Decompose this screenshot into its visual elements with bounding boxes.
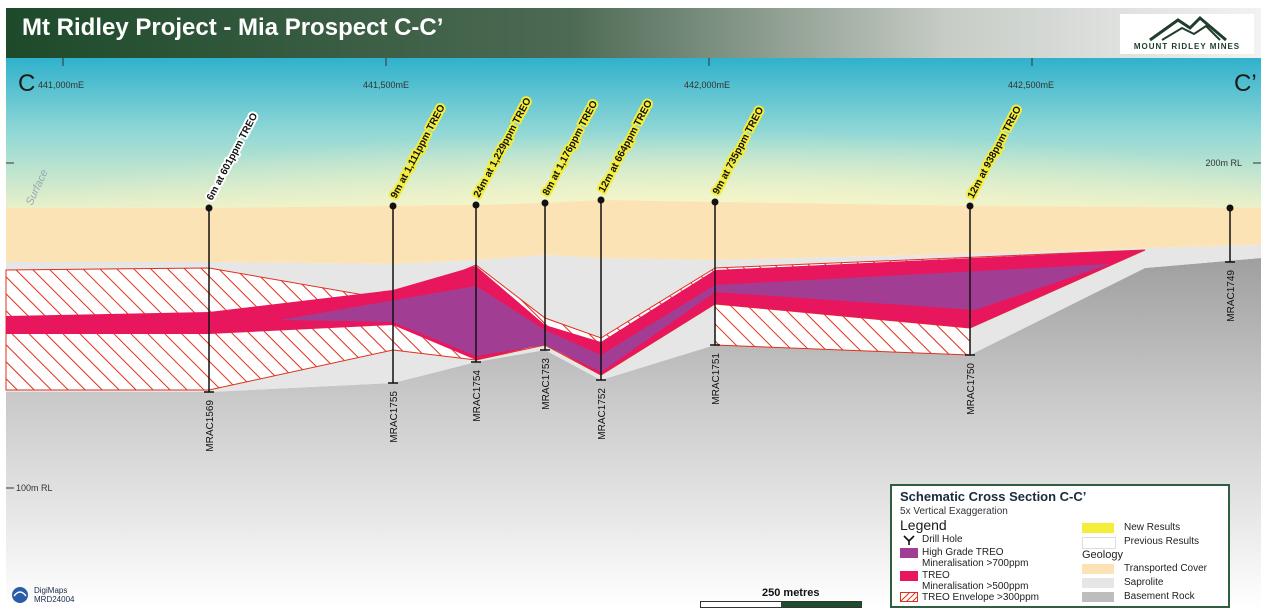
- legend-saprolite-label: Saprolite: [1124, 577, 1164, 588]
- drill-hole-collar: [205, 204, 213, 212]
- drill-hole-id-label: MRAC1750: [966, 363, 977, 415]
- legend-high-grade-label: High Grade TREO: [922, 547, 1004, 558]
- digimaps-credit: DigiMaps MRD24004: [10, 586, 74, 609]
- drill-hole-id-label: MRAC1753: [541, 358, 552, 410]
- drill-hole-id-label: MRAC1755: [389, 391, 400, 443]
- easting-ticks: [62, 58, 1033, 66]
- legend-previous-results-label: Previous Results: [1124, 536, 1200, 547]
- legend-title: Schematic Cross Section C-C’: [900, 489, 1087, 504]
- legend-new-results-label: New Results: [1124, 522, 1181, 533]
- easting-label: 441,500mE: [363, 80, 409, 90]
- legend-drill-hole-label: Drill Hole: [922, 534, 963, 545]
- basement-swatch: [1082, 592, 1114, 602]
- drill-hole-collar: [711, 198, 719, 206]
- transported-swatch: [1082, 564, 1114, 574]
- legend-high-grade-detail: Mineralisation >700ppm: [922, 558, 1029, 569]
- drill-hole-collar: [389, 202, 397, 210]
- drill-hole-id-label: MRAC1751: [711, 353, 722, 405]
- digimaps-text: DigiMaps MRD24004: [34, 586, 75, 604]
- easting-label: 442,000mE: [684, 80, 730, 90]
- drill-hole-collar: [597, 196, 605, 204]
- scale-bar-segment: [781, 602, 861, 607]
- treo-swatch: [900, 571, 918, 581]
- title-bar-background: [6, 8, 1261, 58]
- legend-envelope-label: TREO Envelope >300ppm: [922, 592, 1040, 603]
- legend-transported-label: Transported Cover: [1124, 563, 1207, 574]
- easting-label: 442,500mE: [1008, 80, 1054, 90]
- scale-bar-label: 250 metres: [762, 587, 820, 599]
- drill-hole-id-label: MRAC1754: [472, 370, 483, 422]
- digimaps-logo-icon: [12, 587, 28, 603]
- rl-label: 200m RL: [1205, 158, 1242, 168]
- section-end-label: C’: [1234, 70, 1257, 97]
- high-grade-treo-zone: [280, 264, 1110, 372]
- new-results-swatch: [1082, 523, 1114, 533]
- drill-hole-collar: [1226, 204, 1234, 212]
- legend-geology-heading: Geology: [1082, 549, 1123, 561]
- section-start-label: C: [18, 70, 36, 97]
- rl-label: 100m RL: [16, 483, 53, 493]
- drill-hole-collar: [966, 202, 974, 210]
- high-grade-swatch: [900, 548, 918, 558]
- mountain-logo-icon: [1149, 15, 1227, 42]
- legend-treo-detail: Mineralisation >500ppm: [922, 581, 1029, 592]
- company-logo: MOUNT RIDLEY MINES: [1120, 14, 1254, 54]
- rl-ticks: [6, 162, 1261, 489]
- page-title: Mt Ridley Project - Mia Prospect C-C’: [22, 14, 444, 41]
- saprolite-swatch: [1082, 578, 1114, 588]
- drill-hole-id-label: MRAC1752: [597, 388, 608, 440]
- legend-basement-label: Basement Rock: [1124, 591, 1195, 602]
- sky-glow: [6, 58, 1261, 220]
- transported-cover-layer: [6, 200, 1261, 264]
- logo-text: MOUNT RIDLEY MINES: [1133, 42, 1241, 51]
- drill-hole-collar: [541, 199, 549, 207]
- drill-hole-id-label: MRAC1749: [1226, 270, 1237, 322]
- drill-hole-icon: [903, 535, 915, 545]
- scale-bar-segment: [701, 602, 781, 607]
- drill-hole-id-label: MRAC1569: [205, 400, 216, 452]
- envelope-swatch: [900, 592, 918, 602]
- previous-results-swatch: [1082, 537, 1116, 549]
- scale-bar: [700, 601, 862, 608]
- drill-hole-collar: [472, 201, 480, 209]
- legend-treo-label: TREO: [922, 570, 950, 581]
- legend-heading: Legend: [900, 517, 947, 533]
- legend-subtitle: 5x Vertical Exaggeration: [900, 506, 1008, 517]
- easting-label: 441,000mE: [38, 80, 84, 90]
- drill-hole: MRAC1749: [1225, 204, 1237, 322]
- legend-box: Schematic Cross Section C-C’ 5x Vertical…: [890, 484, 1230, 608]
